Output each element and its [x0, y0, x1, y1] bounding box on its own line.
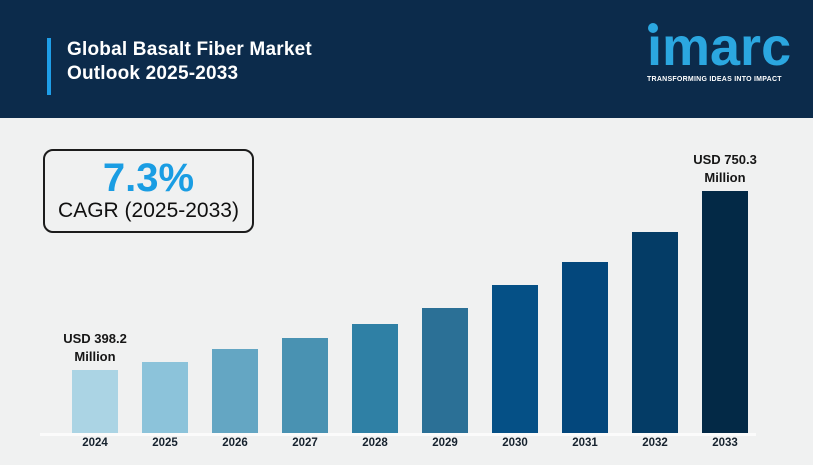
imarc-logo: ımarc TRANSFORMING IDEAS INTO IMPACT	[647, 20, 791, 83]
x-tick-label: 2026	[222, 437, 248, 449]
bar-2027: 2027	[282, 338, 328, 449]
cagr-value: 7.3%	[102, 155, 195, 200]
logo-dot-icon	[648, 23, 658, 33]
bar-2026: 2026	[212, 349, 258, 449]
x-tick-label: 2031	[572, 437, 598, 449]
x-tick-label: 2025	[152, 437, 178, 449]
bar-2033: 2033 USD 750.3 Million	[693, 152, 757, 449]
logo-tagline: TRANSFORMING IDEAS INTO IMPACT	[647, 76, 782, 83]
x-tick-label: 2030	[502, 437, 528, 449]
bar-2030: 2030	[492, 285, 538, 449]
page-title-line-2: Outlook 2025-2033	[67, 63, 239, 84]
logo-word: ımarc	[647, 17, 792, 77]
title-accent-bar	[47, 38, 51, 95]
bar-2028: 2028	[352, 324, 398, 449]
bar-value-label: USD 398.2 Million	[63, 331, 127, 364]
page-title: Global Basalt Fiber Market Outlook 2025-…	[67, 38, 312, 86]
bar-chart: 2024 USD 398.2 Million 2025 2026 2027 2028 2029…	[63, 152, 757, 449]
x-tick-label: 2028	[362, 437, 388, 449]
cagr-box: 7.3% CAGR (2025-2033)	[43, 149, 254, 233]
bar-2031: 2031	[562, 262, 608, 449]
header: Global Basalt Fiber Market Outlook 2025-…	[0, 0, 813, 118]
x-axis-line	[40, 433, 756, 436]
x-tick-label: 2032	[642, 437, 668, 449]
bar-2029: 2029	[422, 308, 468, 449]
x-tick-label: 2027	[292, 437, 318, 449]
cagr-label: CAGR (2025-2033)	[58, 198, 239, 222]
x-tick-label: 2029	[432, 437, 458, 449]
page-title-line-1: Global Basalt Fiber Market	[67, 39, 312, 60]
bar-value-label: USD 750.3 Million	[693, 152, 757, 185]
logo-wordmark: ımarc	[647, 20, 791, 74]
bar-2032: 2032	[632, 232, 678, 449]
bar-2024: 2024 USD 398.2 Million	[63, 331, 127, 449]
x-tick-label: 2033	[712, 437, 738, 449]
bar-2025: 2025	[142, 362, 188, 449]
x-tick-label: 2024	[82, 437, 108, 449]
